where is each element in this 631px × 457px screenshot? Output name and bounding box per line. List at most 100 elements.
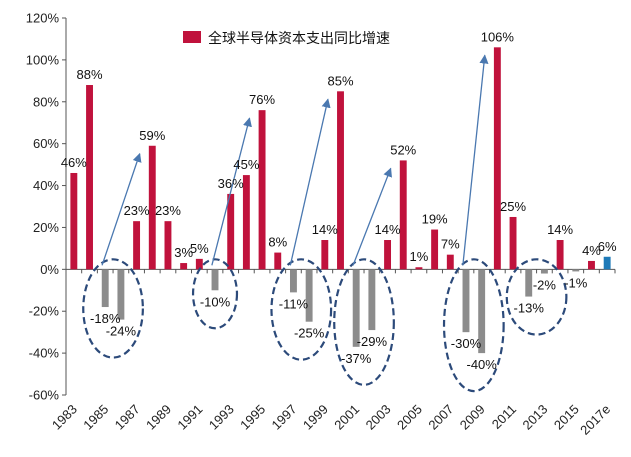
bar-1991 <box>195 258 203 270</box>
data-label-2008: -30% <box>451 336 482 351</box>
data-label-1996: 8% <box>268 235 287 250</box>
data-label-1998: -25% <box>294 326 325 341</box>
bars <box>70 47 611 354</box>
trough-ellipse-1997-1998 <box>270 258 333 361</box>
bar-2001 <box>352 269 360 347</box>
data-label-1988: 59% <box>139 128 165 143</box>
data-label-1987: 23% <box>124 203 150 218</box>
legend: 全球半导体资本支出同比增速 <box>183 30 390 47</box>
data-label-1991: 5% <box>190 241 209 256</box>
data-label-2002: -29% <box>357 334 388 349</box>
data-label-2001: -37% <box>341 351 372 366</box>
y-tick-label: 0% <box>40 262 59 277</box>
bar-2002 <box>368 269 376 331</box>
bar-1996 <box>274 252 282 270</box>
x-tick-label: 2005 <box>394 402 425 433</box>
data-labels: 46% 88% -18%-24% 23% 59% 23% 3%5% -10% 36% 45% 76%… <box>61 29 617 372</box>
x-tick-label: 1985 <box>80 402 111 433</box>
x-tick-label: 2009 <box>457 402 488 433</box>
x-tick-label: 2001 <box>331 402 362 433</box>
data-label-2012: -13% <box>514 301 545 316</box>
recovery-arrow-1997-2000 <box>289 98 331 266</box>
y-tick-label: -20% <box>29 304 60 319</box>
y-tick-label: 80% <box>33 94 59 109</box>
recovery-arrow-2001-2004 <box>352 167 392 266</box>
x-tick-label: 1991 <box>174 402 205 433</box>
bar-1985 <box>101 269 109 308</box>
bar-1983 <box>70 172 78 270</box>
data-label-2017e: 6% <box>598 239 617 254</box>
data-label-2010: 106% <box>481 29 515 44</box>
y-tick-label: 20% <box>33 220 59 235</box>
data-label-2006: 19% <box>422 212 448 227</box>
bar-1988 <box>148 145 156 270</box>
legend-swatch <box>183 31 201 43</box>
x-tick-label: 2013 <box>519 402 550 433</box>
data-label-1994: 45% <box>233 157 259 172</box>
trough-ellipse-1985-1986 <box>82 258 144 359</box>
y-tick-label: 120% <box>26 11 60 26</box>
data-label-1999: 14% <box>312 222 338 237</box>
bar-2003 <box>384 240 392 270</box>
x-tick-label: 2007 <box>425 402 456 433</box>
data-label-2013: -2% <box>533 278 557 293</box>
data-label-2011: 25% <box>500 199 526 214</box>
y-tick-label: 60% <box>33 136 59 151</box>
y-tick-label: -60% <box>29 388 60 403</box>
bar-1990 <box>180 263 188 270</box>
data-label-1985: -18% <box>90 311 121 326</box>
y-tick-label: -40% <box>29 346 60 361</box>
data-label-2007: 7% <box>441 237 460 252</box>
data-label-2016: 4% <box>582 243 601 258</box>
data-label-2014: 14% <box>547 222 573 237</box>
data-label-1993: 36% <box>218 176 244 191</box>
bar-1999 <box>321 240 329 270</box>
bar-2015 <box>572 269 580 272</box>
bar-2014 <box>556 240 564 270</box>
x-tick-label: 2011 <box>489 402 519 432</box>
trough-ellipse-2012-2013 <box>505 258 568 336</box>
x-tick-label: 2017e <box>577 402 613 438</box>
data-label-2000: 85% <box>327 73 353 88</box>
data-label-1984: 88% <box>77 67 103 82</box>
bar-1984 <box>86 85 93 270</box>
data-label-1990: 3% <box>174 245 193 260</box>
x-tick-label: 1983 <box>49 402 80 433</box>
recovery-arrow-1992-1995 <box>211 117 252 266</box>
bar-1993 <box>227 193 235 270</box>
bar-1995 <box>258 110 266 270</box>
data-label-2004: 52% <box>390 142 416 157</box>
trough-ellipse-1992 <box>191 258 239 330</box>
data-label-1983: 46% <box>61 155 87 170</box>
data-label-2009: -40% <box>466 357 497 372</box>
y-tick-label: 40% <box>33 178 59 193</box>
bar-2017e <box>603 256 611 270</box>
bar-1998 <box>305 269 313 322</box>
bar-2016 <box>588 260 595 270</box>
data-label-1997: -11% <box>279 296 309 311</box>
bar-1992 <box>211 269 219 291</box>
bar-2011 <box>509 216 517 270</box>
bar-2008 <box>462 269 470 333</box>
data-label-1995: 76% <box>249 92 275 107</box>
bar-1997 <box>289 269 297 293</box>
data-label-2003: 14% <box>375 222 401 237</box>
bar-2005 <box>415 267 423 270</box>
bar-1986 <box>117 269 125 320</box>
x-tick-label: 1999 <box>300 402 331 433</box>
bar-1989 <box>164 221 172 270</box>
trough-ellipse-2001-2002 <box>333 258 395 386</box>
trough-ellipse-2008-2009 <box>442 258 505 393</box>
bar-2000 <box>337 91 344 270</box>
x-tick-label: 1993 <box>206 402 237 433</box>
y-tick-label: 100% <box>26 52 60 67</box>
x-tick-label: 2003 <box>363 402 394 433</box>
bar-2012 <box>525 269 533 297</box>
y-axis: -60% -40% -20% 0% 20% 40% 60% 80% 100% 120% <box>26 11 67 403</box>
recovery-arrow-2008-2010 <box>462 54 489 266</box>
legend-label: 全球半导体资本支出同比增速 <box>208 30 390 47</box>
x-tick-label: 1989 <box>143 402 174 433</box>
x-tick-label: 1995 <box>237 402 268 433</box>
data-label-1992: -10% <box>200 294 231 309</box>
